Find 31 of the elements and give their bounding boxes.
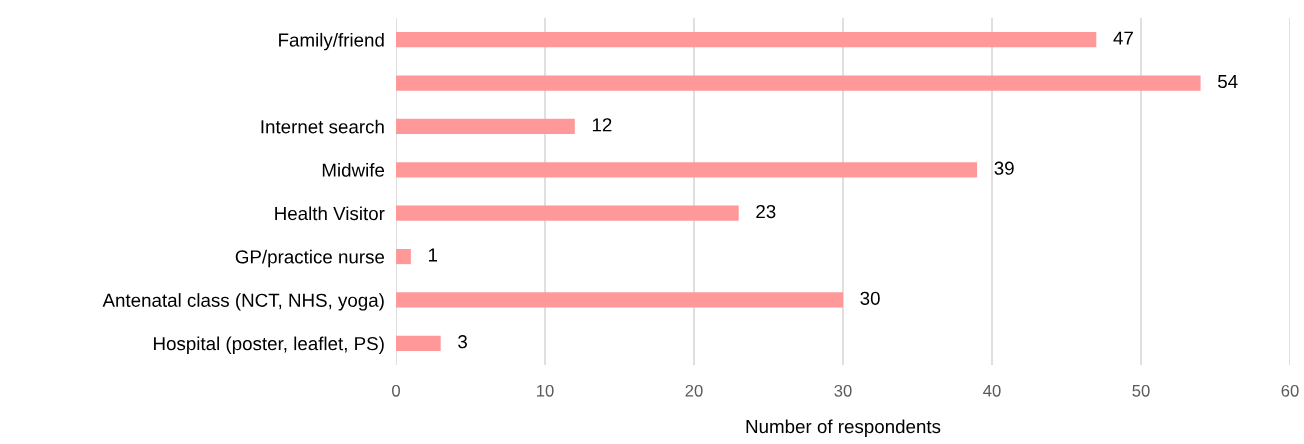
data-label: 12 <box>592 118 612 132</box>
y-tick-label: Internet search <box>261 119 384 134</box>
x-tick-label: 50 <box>1132 384 1150 397</box>
bar <box>396 118 575 135</box>
bar <box>396 248 411 265</box>
x-tick-label: 20 <box>685 384 703 397</box>
y-tick-label: Family/friend <box>279 32 384 51</box>
bar <box>396 162 978 178</box>
y-tick-label: Antenatal class (NCT, NHS, yoga) <box>102 293 384 311</box>
data-label: 54 <box>1218 75 1238 89</box>
bar <box>396 292 843 308</box>
x-tick-label: 10 <box>537 384 554 397</box>
data-label: 3 <box>458 335 467 349</box>
x-tick-label: 40 <box>983 384 1001 397</box>
bar <box>396 32 1097 48</box>
y-tick-label: GP/practice nurse <box>235 249 385 268</box>
x-tick-label: 30 <box>834 384 852 397</box>
y-tick-label: Hospital (poster, leaflet, PS) <box>154 336 384 354</box>
data-label: 39 <box>994 161 1014 175</box>
y-tick-label: Health Visitor <box>275 206 385 221</box>
data-label: 1 <box>429 248 438 262</box>
x-tick-label: 0 <box>392 384 400 397</box>
data-label: 23 <box>756 204 776 219</box>
bar <box>396 75 1201 91</box>
data-label: 30 <box>860 291 880 305</box>
bar <box>396 335 441 351</box>
y-tick-label: Midwife <box>322 163 385 177</box>
data-label: 47 <box>1113 31 1133 45</box>
bar <box>396 205 739 221</box>
x-axis-title: Number of respondents <box>746 419 941 437</box>
x-tick-label: 60 <box>1281 384 1299 397</box>
